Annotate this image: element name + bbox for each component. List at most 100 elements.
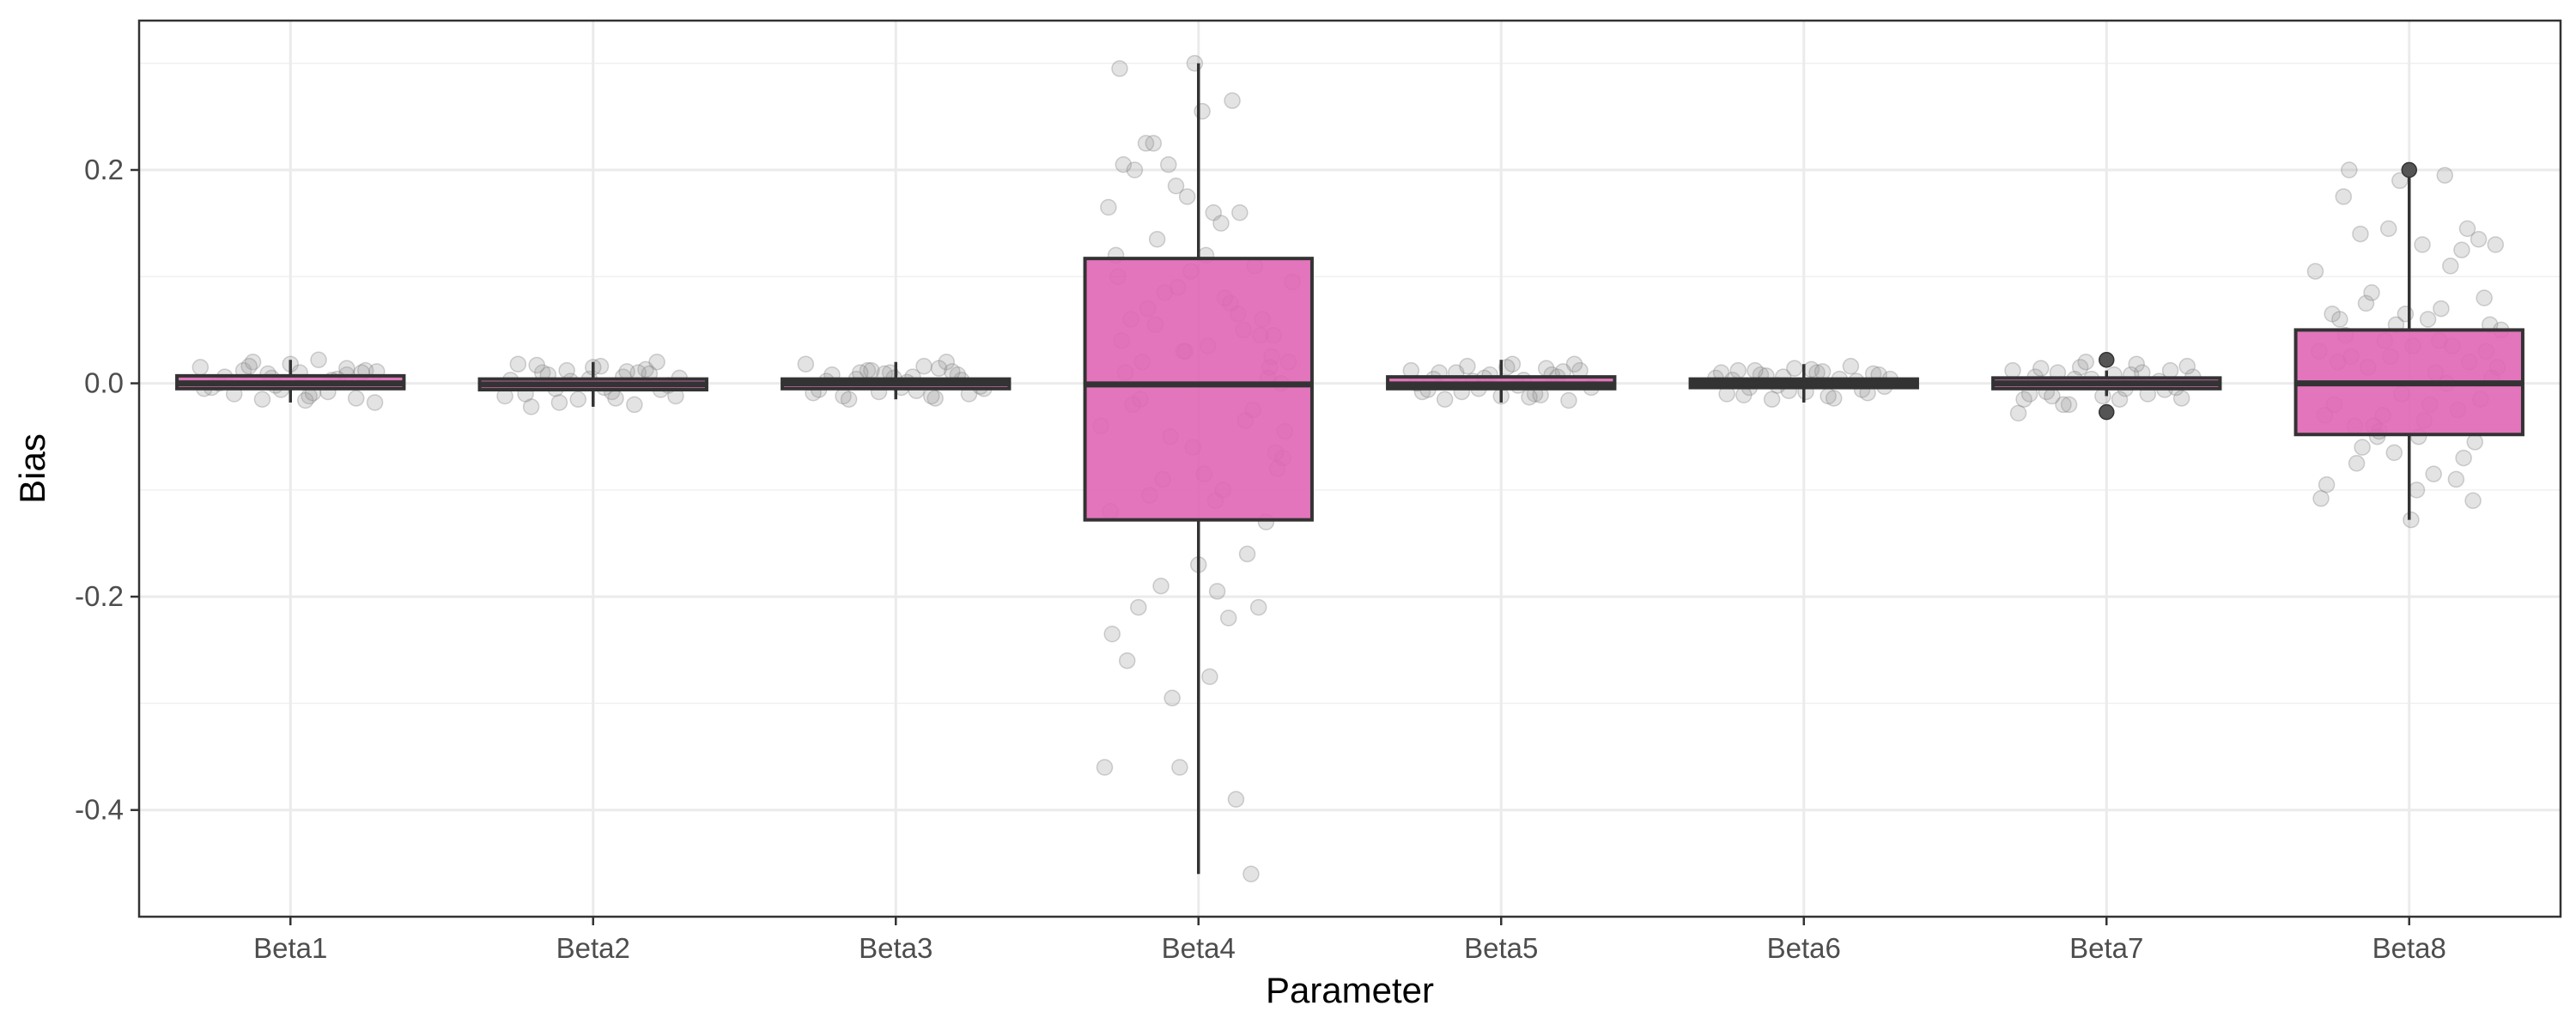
jitter-point — [2414, 236, 2431, 253]
jitter-point — [1219, 609, 1237, 627]
outlier-point — [2099, 403, 2115, 421]
jitter-point — [2015, 391, 2032, 408]
y-tick-label: 0.2 — [84, 154, 124, 185]
jitter-point — [1205, 203, 1222, 221]
jitter-point — [2032, 360, 2050, 377]
jitter-point — [1747, 361, 1764, 379]
jitter-point — [2391, 172, 2409, 190]
jitter-point — [2455, 449, 2472, 467]
jitter-point — [1842, 357, 1860, 375]
x-tick-label: Beta2 — [556, 932, 630, 964]
jitter-point — [1498, 359, 1516, 376]
jitter-point — [1786, 360, 1803, 377]
jitter-point — [1560, 391, 1577, 409]
x-tick-label: Beta8 — [2372, 932, 2446, 964]
jitter-point — [2453, 241, 2470, 258]
jitter-point — [338, 360, 355, 377]
jitter-point — [1763, 391, 1781, 408]
jitter-point — [1171, 759, 1188, 776]
x-tick-label: Beta1 — [253, 932, 327, 964]
jitter-point — [2094, 387, 2111, 405]
jitter-point — [626, 396, 643, 414]
jitter-point — [550, 394, 568, 411]
jitter-point — [296, 391, 314, 409]
jitter-point — [2357, 294, 2375, 312]
plot-panel — [139, 21, 2561, 917]
jitter-point — [347, 390, 365, 407]
x-tick-label: Beta7 — [2069, 932, 2143, 964]
jitter-point — [310, 351, 327, 368]
jitter-point — [2172, 390, 2190, 407]
jitter-point — [1096, 759, 1114, 776]
y-tick-label: -0.4 — [75, 794, 124, 826]
jitter-point — [1565, 355, 1583, 373]
jitter-point — [1167, 177, 1185, 195]
jitter-point — [2425, 465, 2442, 482]
x-axis-title: Parameter — [1266, 970, 1434, 1010]
jitter-point — [2352, 225, 2369, 243]
jitter-point — [2419, 311, 2437, 328]
jitter-point — [1160, 156, 1177, 173]
boxes — [175, 63, 2524, 875]
jitter-point — [2470, 231, 2488, 248]
y-axis-title: Bias — [12, 433, 52, 504]
jitter-point — [1459, 357, 1476, 375]
jitter-point — [2354, 439, 2371, 456]
jitter-point — [522, 398, 540, 415]
jitter-point — [244, 353, 262, 371]
jitter-point — [2433, 300, 2450, 318]
jitter-point — [1137, 135, 1155, 152]
jitter-point — [2363, 284, 2380, 301]
jitter-point — [1152, 577, 1170, 595]
jitter-point — [1504, 355, 1522, 373]
jitter-point — [1163, 689, 1181, 706]
jitter-point — [366, 394, 384, 411]
jitter-point — [1103, 625, 1121, 643]
outlier-point — [2099, 351, 2115, 368]
jitter-point — [1238, 545, 1256, 563]
jitter-point — [1436, 391, 1454, 408]
jitter-point — [2436, 167, 2454, 184]
jitter-point — [2403, 511, 2420, 529]
jitter-point — [1227, 791, 1245, 809]
jitter-point — [1111, 60, 1128, 77]
jitter-point — [2071, 359, 2089, 376]
jitter-point — [618, 363, 635, 380]
jitter-point — [2487, 236, 2505, 253]
jitter-point — [2379, 220, 2397, 238]
jitter-point — [2060, 396, 2078, 414]
jitter-point — [2442, 258, 2459, 275]
y-tick-label: 0.0 — [84, 367, 124, 399]
jitter-point — [1825, 390, 1843, 407]
jitter-point — [2128, 355, 2145, 373]
jitter-point — [2111, 391, 2129, 408]
jitter-point — [797, 355, 815, 373]
jitter-point — [509, 355, 527, 373]
jitter-point — [2331, 311, 2348, 328]
jitter-point — [2385, 444, 2403, 462]
jitter-point — [1212, 215, 1230, 232]
x-tick-label: Beta5 — [1464, 932, 1538, 964]
jitter-point — [2077, 353, 2094, 371]
jitter-point — [915, 357, 933, 375]
jitter-point — [2318, 476, 2336, 494]
jitter-point — [2341, 161, 2358, 179]
jitter-point — [1118, 651, 1136, 670]
jitter-point — [938, 353, 956, 371]
jitter-point — [1242, 865, 1260, 883]
jitter-point — [944, 363, 961, 380]
box-iqr — [1083, 257, 1314, 522]
jitter-point — [2178, 357, 2196, 375]
outlier-point — [2401, 161, 2417, 179]
x-tick-label: Beta3 — [859, 932, 933, 964]
jitter-point — [1224, 92, 1241, 109]
jitter-point — [2044, 387, 2061, 405]
x-tick-label: Beta6 — [1767, 932, 1841, 964]
plot-border — [137, 19, 2562, 918]
jitter-point — [2335, 188, 2353, 205]
jitter-point — [1249, 598, 1267, 616]
y-tick-label: -0.2 — [75, 580, 124, 612]
jitter-point — [1130, 598, 1147, 616]
jitter-point — [1148, 231, 1166, 248]
jitter-point — [2161, 361, 2179, 379]
